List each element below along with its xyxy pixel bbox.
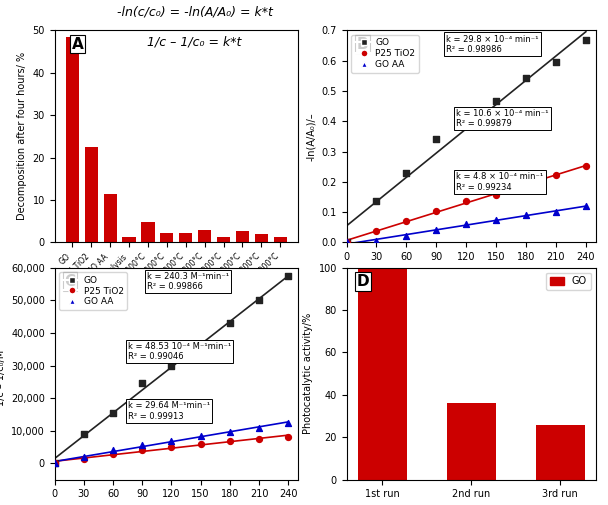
Point [461,220,471,228]
Y-axis label: Decomposition after four hours/ %: Decomposition after four hours/ % [17,53,27,220]
Bar [103,193,117,242]
Text: 1/c – 1/c₀ = k*t: 1/c – 1/c₀ = k*t [147,35,242,48]
Point [551,58,561,66]
Point [225,319,235,327]
Point [342,238,351,246]
Bar [447,403,496,480]
Text: k = 48.53 10⁻⁴ M⁻¹min⁻¹
R² = 0.99046: k = 48.53 10⁻⁴ M⁻¹min⁻¹ R² = 0.99046 [128,342,231,361]
Text: B: B [356,37,368,52]
Point [491,97,501,105]
Bar [161,233,173,242]
Point [137,379,147,387]
Point [167,436,176,444]
Bar [255,234,268,242]
Point [50,460,60,468]
Point [491,216,501,224]
Text: D: D [356,274,369,289]
Point [196,432,206,440]
Point [371,197,381,206]
Bar [142,222,154,242]
Point [225,428,235,436]
Point [79,430,89,438]
Point [283,419,293,427]
Text: k = 29.64 M⁻¹min⁻¹
R² = 0.99913: k = 29.64 M⁻¹min⁻¹ R² = 0.99913 [128,401,210,421]
Point [283,433,293,441]
Point [167,362,176,370]
Bar [236,231,249,242]
Point [521,211,531,219]
Point [521,74,531,82]
Point [79,454,89,463]
Point [401,169,411,177]
Point [108,409,118,417]
Point [491,191,501,199]
Point [371,237,381,245]
Bar [66,37,79,242]
Point [167,443,176,451]
Bar [198,230,211,242]
Point [79,453,89,461]
Point [401,232,411,240]
Point [50,460,60,468]
Point [137,446,147,454]
Point [254,424,264,432]
Y-axis label: -ln(A/A₀)/–: -ln(A/A₀)/– [306,112,316,161]
Point [225,436,235,444]
Bar [85,147,98,242]
Point [108,449,118,458]
Point [581,162,591,170]
Point [461,117,471,125]
Point [137,441,147,449]
X-axis label: Time/min: Time/min [448,268,494,278]
Point [432,207,441,215]
Point [108,446,118,454]
Point [196,342,206,350]
Text: k = 10.6 × 10⁻⁴ min⁻¹
R² = 0.99879: k = 10.6 × 10⁻⁴ min⁻¹ R² = 0.99879 [456,109,549,128]
Point [50,460,60,468]
Legend: GO, P25 TiO2, GO AA: GO, P25 TiO2, GO AA [59,272,127,310]
Point [283,272,293,280]
Bar [358,268,407,480]
Text: -ln(c/c₀) = -ln(A/A₀) = k*t: -ln(c/c₀) = -ln(A/A₀) = k*t [117,5,272,18]
Point [254,296,264,305]
Point [371,227,381,235]
Point [551,171,561,179]
Point [342,238,351,246]
Bar [536,425,584,480]
Point [551,208,561,216]
Point [254,435,264,443]
Bar [217,237,230,242]
Point [521,180,531,188]
Bar [179,233,192,242]
Point [401,217,411,225]
Point [581,202,591,210]
Text: A: A [72,37,83,52]
Y-axis label: Photocatalytic activity/%: Photocatalytic activity/% [303,313,313,434]
Point [581,36,591,44]
Point [196,440,206,448]
Bar [274,237,287,242]
Y-axis label: 1/c – 1/c₀/M⁻¹: 1/c – 1/c₀/M⁻¹ [0,341,5,407]
Point [342,238,351,246]
Point [432,226,441,234]
Legend: GO, P25 TiO2, GO AA: GO, P25 TiO2, GO AA [351,35,419,73]
Legend: GO: GO [546,273,591,290]
Point [432,135,441,143]
Text: k = 4.8 × 10⁻⁴ min⁻¹
R² = 0.99234: k = 4.8 × 10⁻⁴ min⁻¹ R² = 0.99234 [456,172,544,192]
Text: k = 29.8 × 10⁻⁴ min⁻¹
R² = 0.98986: k = 29.8 × 10⁻⁴ min⁻¹ R² = 0.98986 [446,34,539,54]
Text: C: C [64,274,75,289]
Bar [122,237,136,242]
Text: k = 240.3 M⁻¹min⁻¹
R² = 0.99866: k = 240.3 M⁻¹min⁻¹ R² = 0.99866 [147,272,229,291]
Point [461,197,471,206]
